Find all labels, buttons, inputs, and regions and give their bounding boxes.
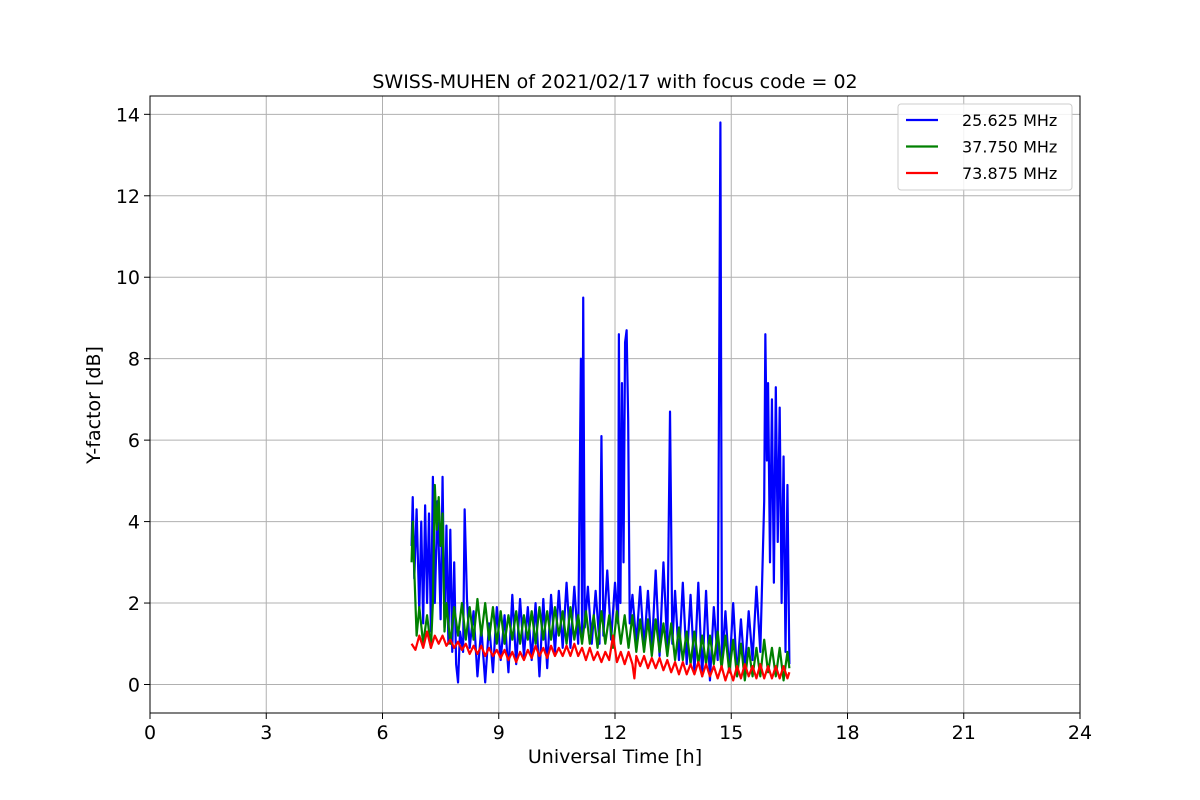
- x-tick-label: 21: [952, 722, 976, 744]
- y-tick-label: 6: [128, 430, 140, 452]
- x-tick-label: 0: [144, 722, 156, 744]
- legend-label-2: 73.875 MHz: [962, 164, 1057, 183]
- legend-box: [897, 103, 1073, 191]
- plot-area: [410, 121, 791, 684]
- legend-label-1: 37.750 MHz: [962, 138, 1057, 157]
- x-tick-label: 9: [493, 722, 505, 744]
- x-tick-label: 12: [603, 722, 627, 744]
- x-axis-label: Universal Time [h]: [528, 746, 702, 768]
- x-tick-label: 24: [1068, 722, 1092, 744]
- y-axis-label: Y-factor [dB]: [83, 346, 105, 465]
- y-tick-label: 10: [116, 267, 140, 289]
- legend-label-0: 25.625 MHz: [962, 111, 1057, 130]
- x-tick-label: 15: [719, 722, 743, 744]
- series-line-1: [410, 483, 791, 682]
- y-tick-label: 0: [128, 674, 140, 696]
- legend: 25.625 MHz 37.750 MHz 73.875 MHz: [897, 103, 1073, 191]
- x-tick-label: 6: [376, 722, 388, 744]
- y-tick-label: 2: [128, 593, 140, 615]
- y-tick-label: 4: [128, 512, 140, 534]
- series-line-2: [410, 630, 791, 682]
- y-tick-label: 12: [116, 186, 140, 208]
- y-tick-label: 8: [128, 349, 140, 371]
- chart-title: SWISS-MUHEN of 2021/02/17 with focus cod…: [372, 71, 857, 93]
- x-tick-label: 3: [260, 722, 272, 744]
- y-tick-label: 14: [116, 104, 140, 126]
- x-tick-label: 18: [835, 722, 859, 744]
